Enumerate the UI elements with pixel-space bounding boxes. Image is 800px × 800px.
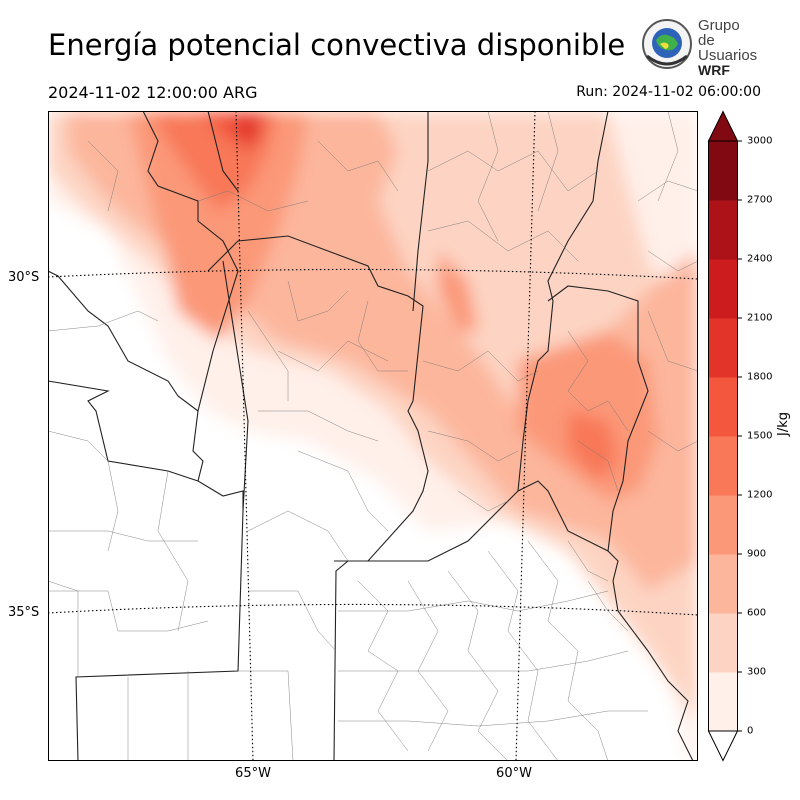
colorbar-tick-label: 1200	[747, 489, 773, 501]
colorbar-tick-label: 2700	[747, 194, 773, 206]
colorbar-bin	[708, 436, 738, 496]
globe-emblem-icon	[642, 19, 692, 69]
colorbar-bin	[708, 672, 738, 732]
colorbar-tick-label: 2400	[747, 253, 773, 265]
group-logo: Grupo de Usuarios WRF	[640, 16, 760, 78]
map-title: Energía potencial convectiva disponible	[48, 28, 626, 62]
colorbar-bin	[708, 200, 738, 260]
colorbar-extend-max	[707, 110, 739, 142]
colorbar-tick-label: 2100	[747, 312, 773, 324]
logo-line3: WRF	[698, 62, 730, 78]
colorbar-tick-label: 3000	[747, 135, 773, 147]
lon-label-65w: 65°W	[235, 766, 271, 781]
department-boundaries	[48, 111, 698, 761]
colorbar-tick-label: 0	[747, 725, 754, 737]
lat-label-30s: 30°S	[8, 270, 40, 285]
logo-line2: Usuarios	[698, 47, 758, 64]
colorbar-tick-label: 1500	[747, 430, 773, 442]
colorbar-bin	[708, 318, 738, 378]
valid-time: 2024-11-02 12:00:00 ARG	[48, 83, 258, 102]
colorbar-extend-min	[707, 730, 739, 762]
colorbar-tick-label: 600	[747, 607, 767, 619]
colorbar-tick-label: 1800	[747, 371, 773, 383]
colorbar-bin	[708, 377, 738, 437]
lon-label-60w: 60°W	[496, 766, 532, 781]
cape-field	[48, 111, 698, 761]
colorbar-bin	[708, 259, 738, 319]
colorbar-bin	[708, 141, 738, 201]
run-time: Run: 2024-11-02 06:00:00	[576, 84, 761, 100]
colorbar-bin	[708, 613, 738, 673]
colorbar	[707, 110, 742, 762]
colorbar-unit-label: J/kg	[776, 412, 791, 436]
lat-label-35s: 35°S	[8, 605, 40, 620]
graticule	[48, 111, 698, 761]
colorbar-tick-label: 300	[747, 666, 767, 678]
colorbar-bin	[708, 554, 738, 614]
logo-line1: Grupo de	[698, 17, 740, 49]
cape-map	[48, 111, 698, 761]
colorbar-tick-label: 900	[747, 548, 767, 560]
colorbar-bin	[708, 495, 738, 555]
